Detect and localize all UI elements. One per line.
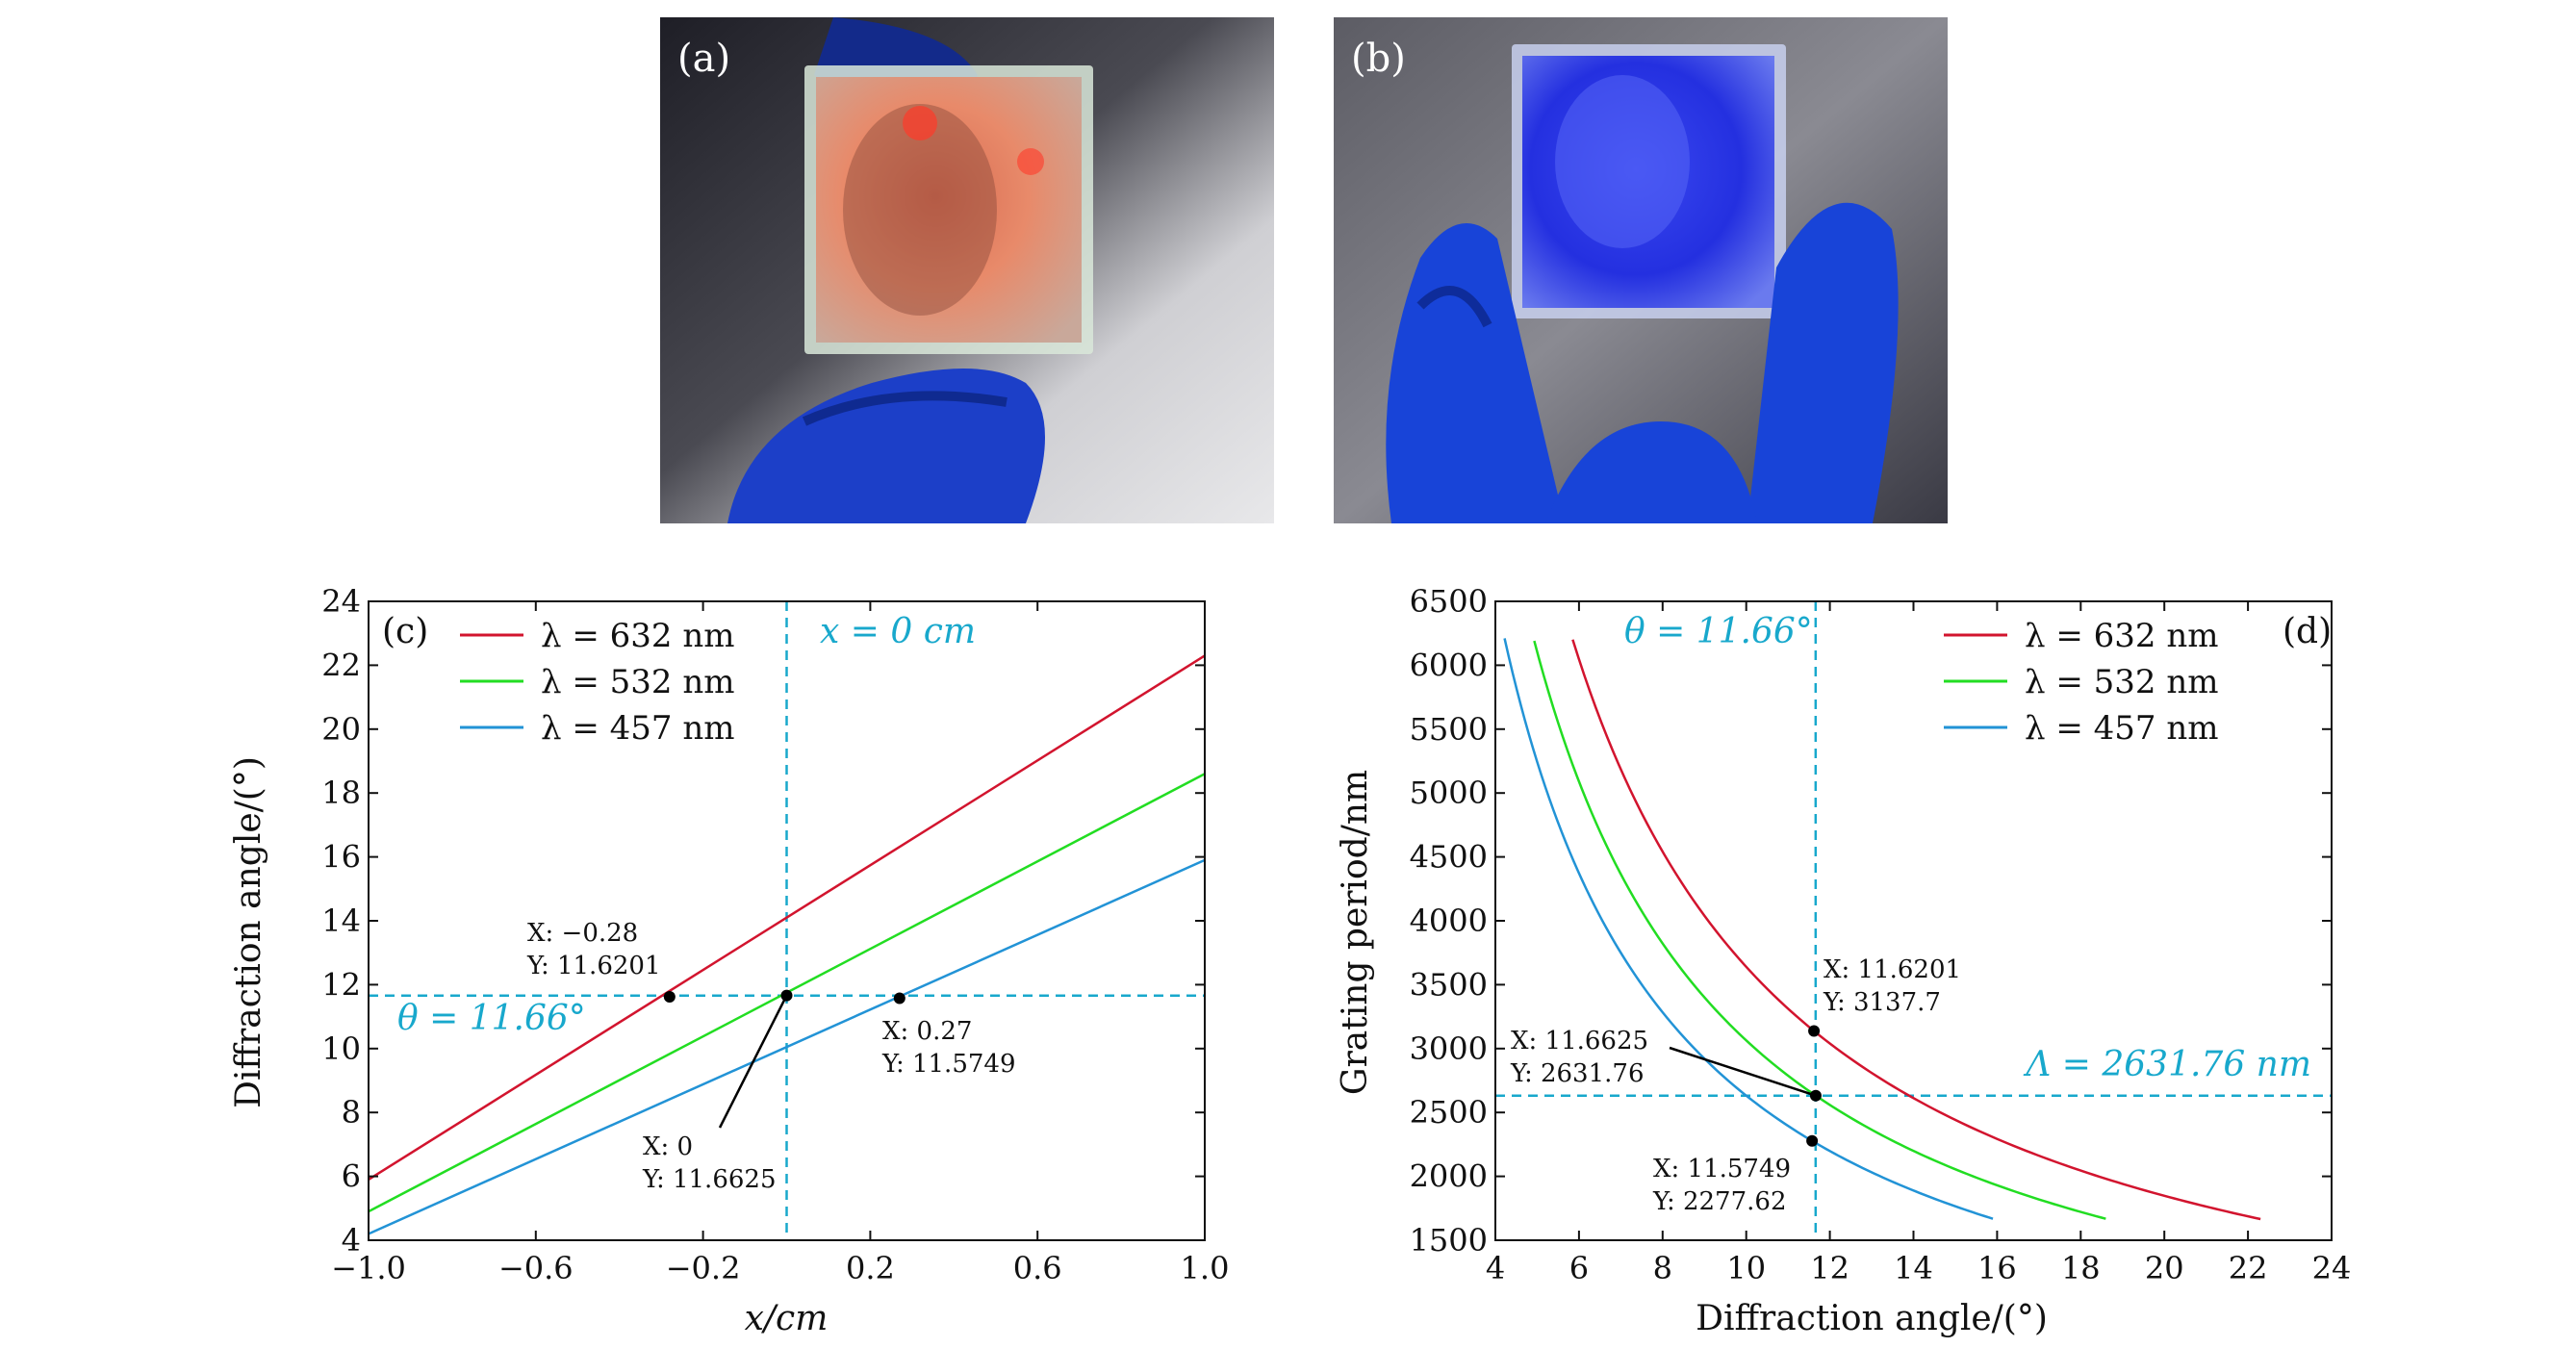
legend-label-2: λ = 457 nm [541,709,735,748]
vertical-ref-label: x = 0 cm [820,612,976,651]
y-tick-label: 5000 [1410,775,1488,811]
horizontal-ref-label: Λ = 2631.76 nm [2023,1045,2311,1084]
reference-lines [1495,601,2332,1240]
y-tick-label: 3500 [1410,966,1488,1003]
x-tick-label: −0.6 [498,1250,574,1286]
chart-c: X: −0.28 Y: 11.6201 X: 0 Y: 11.6625 X: 0.27 Y… [229,583,1230,1337]
point-label-x-2: X: 11.5749 [1653,1155,1791,1183]
point-label-x-0: X: 11.6201 [1824,955,1961,984]
legend-label-1: λ = 532 nm [2025,663,2219,701]
series-line-2 [368,858,1206,1235]
x-tick-label: 8 [1653,1250,1672,1286]
data-point-2 [1806,1134,1819,1147]
y-tick-label: 12 [321,966,361,1003]
series-line-0 [368,654,1206,1181]
x-tick-label: 16 [1977,1250,2017,1286]
photo-a: (a) [660,17,1274,523]
photo-a-image [660,17,1274,523]
point-label-y-1: Y: 2631.76 [1510,1059,1645,1088]
x-tick-label: 4 [1486,1250,1505,1286]
point-label-y-1: Y: 11.6625 [642,1165,777,1194]
point-label-x-2: X: 0.27 [882,1017,972,1046]
point-label-y-2: Y: 11.5749 [881,1050,1016,1079]
photo-b-label: (b) [1351,37,1406,81]
x-tick-label: 1.0 [1181,1250,1230,1286]
point-label-x-1: X: 11.6625 [1511,1027,1648,1056]
panel-label: (c) [382,612,428,651]
y-tick-label: 3000 [1410,1030,1488,1067]
data-point-0 [663,991,676,1004]
photo-b: (b) [1334,17,1948,523]
x-tick-label: 22 [2229,1250,2268,1286]
legend: λ = 632 nm λ = 532 nm λ = 457 nm [1944,617,2219,748]
y-tick-label: 4 [342,1222,361,1259]
point-label-y-2: Y: 2277.62 [1652,1187,1787,1216]
data-point-0 [1808,1025,1821,1037]
y-tick-label: 22 [321,647,361,683]
vertical-ref-label: θ = 11.66° [1624,612,1813,651]
y-axis-label: Diffraction angle/(°) [229,756,268,1108]
x-tick-label: 14 [1894,1250,1933,1286]
x-tick-label: 10 [1726,1250,1766,1286]
chart-d: X: 11.6201 Y: 3137.7 X: 11.6625 Y: 2631.76 X… [1336,583,2352,1337]
legend: λ = 632 nm λ = 532 nm λ = 457 nm [460,617,735,748]
y-tick-label: 16 [321,839,361,876]
x-tick-label: −1.0 [331,1250,406,1286]
legend-label-2: λ = 457 nm [2025,709,2219,748]
x-axis-label: Diffraction angle/(°) [1696,1299,2048,1337]
y-tick-label: 6500 [1410,583,1488,620]
series-line-0 [1571,639,2261,1221]
y-tick-label: 6 [342,1158,361,1195]
series-line-1 [1533,640,2106,1220]
leader-line-1 [718,995,788,1129]
x-tick-label: 6 [1569,1250,1589,1286]
photo-b-image [1334,17,1948,523]
y-tick-label: 1500 [1410,1222,1488,1259]
reference-lines [369,601,1205,1240]
y-tick-label: 24 [321,583,361,620]
y-tick-label: 8 [342,1094,361,1131]
x-tick-label: 12 [1810,1250,1849,1286]
x-tick-label: 18 [2061,1250,2101,1286]
y-tick-label: 18 [321,775,361,811]
legend-label-1: λ = 532 nm [541,663,735,701]
y-tick-label: 14 [321,903,361,939]
data-point-1 [780,989,793,1002]
legend-label-0: λ = 632 nm [541,617,735,655]
point-label-y-0: Y: 11.6201 [526,952,661,980]
point-label-x-1: X: 0 [643,1132,693,1161]
x-tick-label: −0.2 [666,1250,741,1286]
x-tick-label: 20 [2145,1250,2184,1286]
data-point-2 [893,992,905,1005]
y-tick-label: 6000 [1410,647,1488,683]
y-tick-label: 4500 [1410,839,1488,876]
y-tick-label: 4000 [1410,903,1488,939]
x-tick-label: 24 [2312,1250,2352,1286]
point-label-y-0: Y: 3137.7 [1823,988,1941,1017]
series-line-2 [1503,638,1994,1220]
panel-label: (d) [2283,612,2332,651]
y-tick-label: 2000 [1410,1158,1488,1195]
horizontal-ref-label: θ = 11.66° [397,999,586,1038]
x-tick-label: 0.6 [1013,1250,1062,1286]
y-tick-label: 10 [321,1030,361,1067]
point-label-x-0: X: −0.28 [527,919,638,948]
y-tick-label: 2500 [1410,1094,1488,1131]
photo-a-label: (a) [677,37,731,81]
x-tick-label: 0.2 [846,1250,895,1286]
x-axis-label: x/cm [745,1299,829,1337]
y-tick-label: 20 [321,711,361,748]
y-tick-label: 5500 [1410,711,1488,748]
legend-label-0: λ = 632 nm [2025,617,2219,655]
y-axis-label: Grating period/nm [1336,770,1375,1095]
leader-line-1 [1669,1046,1817,1097]
